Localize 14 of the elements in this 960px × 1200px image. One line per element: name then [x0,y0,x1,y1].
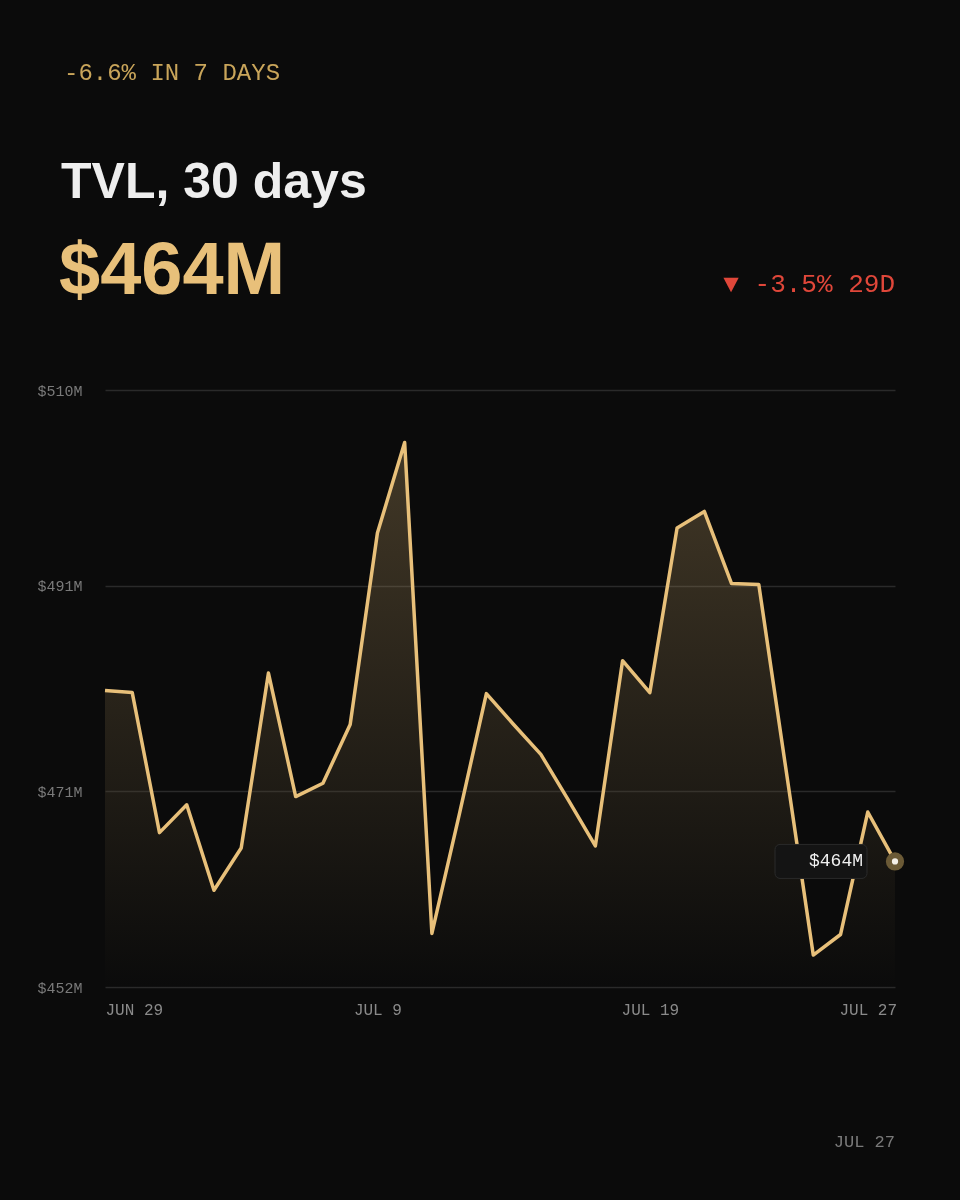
y-tick-label: $510M [37,383,83,401]
x-tick-label: JUL 9 [353,1001,402,1020]
y-tick-label: $452M [37,980,83,998]
y-tick-label: $491M [37,579,83,597]
text: ▼ -3.5% 29D [723,270,895,300]
text: $464M [59,227,286,310]
x-tick-label: JUL 19 [621,1001,680,1020]
chart-title: TVL, 30 days [61,153,367,209]
text: -6.6% IN 7 DAYS [64,60,281,87]
x-tick-label: JUL 27 [839,1001,898,1020]
x-tick-label: JUN 29 [105,1001,164,1020]
annotation: $464M [808,851,863,872]
y-tick-label: $471M [37,784,83,802]
text: JUL 27 [833,1133,895,1152]
